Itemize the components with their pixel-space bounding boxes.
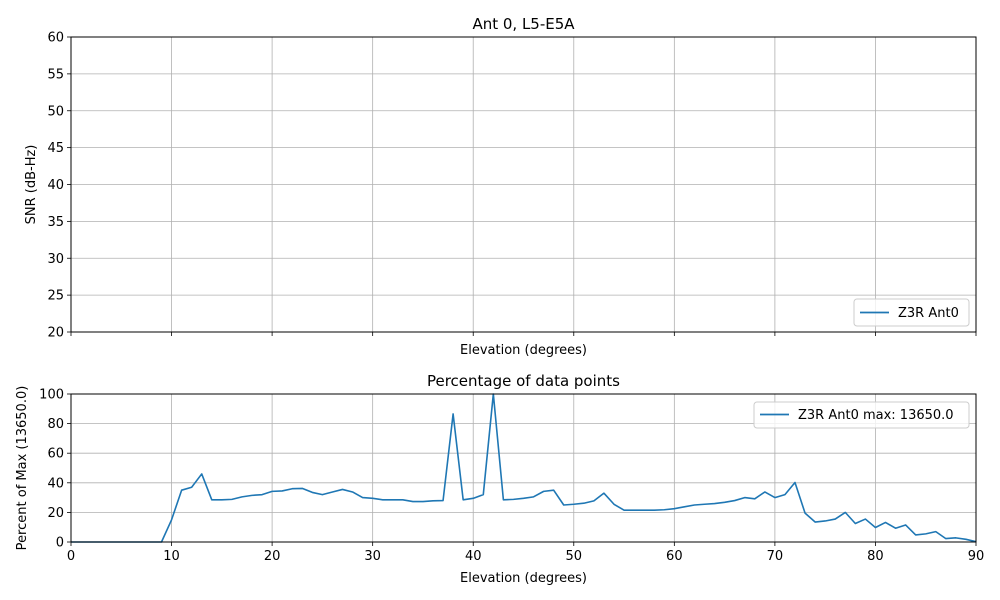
percentage-ticks: 0 10 20 30 40 50 60 70 80 90 0 20 40 60 80 100 (39, 388, 984, 565)
percentage-y-axis-label: Percent of Max (13650.0) (15, 386, 30, 551)
percentage-y-tick-label: 100 (39, 388, 64, 403)
percentage-x-tick-label: 30 (364, 549, 381, 564)
percentage-y-tick-label: 20 (47, 506, 64, 521)
percentage-x-tick-label: 0 (67, 549, 75, 564)
percentage-x-tick-label: 60 (666, 549, 683, 564)
snr-y-tick-label: 40 (47, 178, 64, 193)
percentage-x-tick-label: 10 (163, 549, 180, 564)
percentage-x-tick-label: 90 (968, 549, 985, 564)
percentage-x-tick-label: 50 (566, 549, 583, 564)
percentage-plot-frame (70, 393, 977, 543)
percentage-x-axis-label: Elevation (degrees) (460, 571, 587, 586)
snr-chart: 20 25 30 35 40 45 50 55 60 Ant 0, L5-E5A Elevati… (24, 15, 977, 358)
percentage-x-tick-label: 80 (867, 549, 884, 564)
percentage-legend-label: Z3R Ant0 max: 13650.0 (798, 408, 954, 423)
snr-y-tick-label: 25 (47, 289, 64, 304)
percentage-y-tick-label: 80 (47, 417, 64, 432)
snr-ticks: 20 25 30 35 40 45 50 55 60 (47, 31, 977, 341)
snr-y-tick-label: 30 (47, 252, 64, 267)
snr-y-tick-label: 60 (47, 31, 64, 46)
percentage-x-tick-label: 40 (465, 549, 482, 564)
snr-y-tick-label: 35 (47, 215, 64, 230)
percentage-series-line (71, 393, 977, 543)
snr-y-tick-label: 20 (47, 326, 64, 341)
snr-y-axis-label: SNR (dB-Hz) (24, 145, 39, 225)
percentage-x-tick-label: 20 (264, 549, 281, 564)
snr-y-tick-label: 50 (47, 104, 64, 119)
percentage-legend[interactable]: Z3R Ant0 max: 13650.0 (753, 401, 970, 429)
snr-legend-label: Z3R Ant0 (898, 306, 959, 321)
snr-legend[interactable]: Z3R Ant0 (853, 298, 970, 327)
percentage-chart: 0 10 20 30 40 50 60 70 80 90 0 20 40 60 80 100 Percenta… (15, 372, 984, 586)
snr-legend-box (853, 298, 970, 327)
percentage-chart-title: Percentage of data points (427, 372, 620, 390)
snr-y-tick-label: 45 (47, 141, 64, 156)
snr-x-axis-label: Elevation (degrees) (460, 343, 587, 358)
percentage-x-tick-label: 70 (767, 549, 784, 564)
percentage-y-tick-label: 60 (47, 447, 64, 462)
snr-y-tick-label: 55 (47, 67, 64, 82)
snr-grid (70, 36, 977, 333)
percentage-y-tick-label: 40 (47, 476, 64, 491)
snr-chart-title: Ant 0, L5-E5A (472, 15, 575, 33)
percentage-series-layer (71, 393, 977, 543)
percentage-legend-box (753, 401, 970, 429)
percentage-y-tick-label: 0 (56, 536, 64, 551)
